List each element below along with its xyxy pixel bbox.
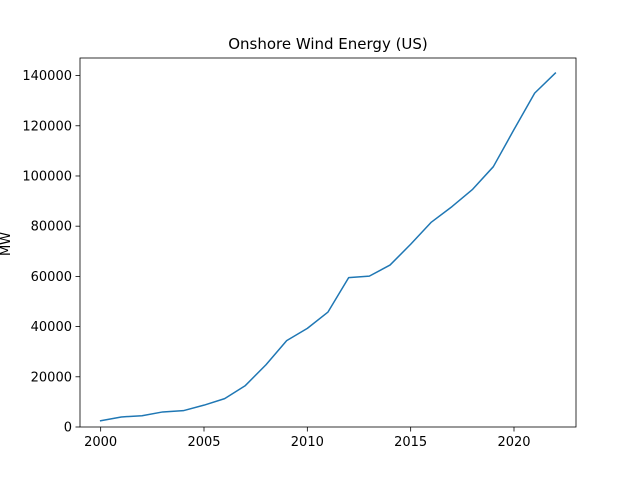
x-tick-label: 2020	[497, 435, 530, 450]
series-line-0	[99, 71, 557, 422]
y-tick-label: 80000	[31, 220, 72, 235]
y-tick-label: 40000	[31, 320, 72, 335]
x-tick-label: 2015	[394, 435, 427, 450]
y-tick-label: 60000	[31, 270, 72, 285]
y-tick-label: 140000	[22, 69, 72, 84]
x-tick-label: 2005	[187, 435, 220, 450]
y-tick-label: 120000	[22, 119, 72, 134]
chart-title: Onshore Wind Energy (US)	[228, 35, 428, 53]
x-tick-label: 2010	[291, 435, 324, 450]
y-tick-label: 100000	[22, 169, 72, 184]
y-tick-label: 0	[64, 421, 72, 436]
y-axis-label: MW	[0, 232, 14, 256]
axes-frame	[79, 57, 577, 428]
y-tick-label: 20000	[31, 370, 72, 385]
x-tick-label: 2000	[84, 435, 117, 450]
plot-area: 2000 2005 2010 2015 2020 0 20000 40000 60000 8000…	[22, 57, 577, 450]
